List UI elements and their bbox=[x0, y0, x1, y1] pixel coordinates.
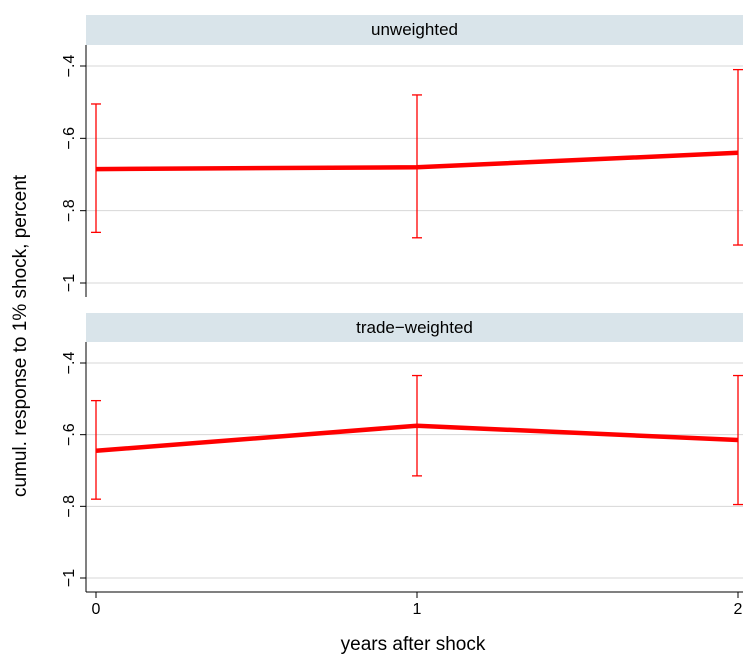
y-tick-label: −.6 bbox=[61, 423, 78, 446]
panel-title: unweighted bbox=[371, 20, 458, 39]
panels-group: unweighted −.4 −.6 −.8 −1 trade−weighted −.4 −.… bbox=[61, 15, 743, 592]
panel-header bbox=[86, 313, 743, 342]
series-line bbox=[95, 423, 739, 454]
x-axis: 0 1 2 bbox=[86, 591, 743, 618]
y-axis-title: cumul. response to 1% shock, percent bbox=[10, 174, 31, 497]
panel-header bbox=[86, 15, 743, 45]
y-tick-label: −.4 bbox=[61, 55, 78, 78]
y-tick-label: −.4 bbox=[61, 352, 78, 375]
series-line bbox=[95, 150, 739, 172]
y-tick-label: −.6 bbox=[61, 127, 78, 150]
error-bar bbox=[733, 68, 743, 246]
y-tick-label: −1 bbox=[61, 274, 78, 292]
x-tick-label: 2 bbox=[734, 601, 743, 618]
x-tick-label: 0 bbox=[92, 601, 101, 618]
y-tick-label: −.8 bbox=[61, 199, 78, 222]
x-tick-label: 1 bbox=[413, 601, 422, 618]
x-axis-title: years after shock bbox=[341, 634, 486, 655]
y-tick-label: −1 bbox=[61, 569, 78, 587]
panel-title: trade−weighted bbox=[356, 318, 473, 337]
panel-1: unweighted −.4 −.6 −.8 −1 bbox=[61, 15, 743, 297]
y-tick-label: −.8 bbox=[61, 495, 78, 518]
panel-2: trade−weighted −.4 −.6 −.8 −1 bbox=[61, 313, 743, 592]
